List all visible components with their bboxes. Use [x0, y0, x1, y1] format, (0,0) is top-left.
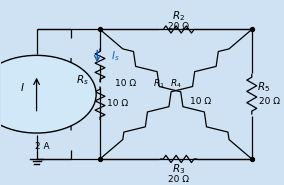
Text: $I$: $I$ [20, 81, 25, 93]
Text: 10 Ω: 10 Ω [107, 99, 128, 108]
Text: $R_1$: $R_1$ [153, 77, 165, 90]
Text: 2 A: 2 A [35, 142, 49, 151]
Text: $R_5$: $R_5$ [257, 80, 270, 94]
Text: 10 Ω: 10 Ω [190, 97, 211, 106]
Circle shape [0, 55, 96, 133]
Text: $R_3$: $R_3$ [172, 162, 185, 176]
Text: 10 Ω: 10 Ω [115, 79, 136, 88]
Text: $R_4$: $R_4$ [170, 77, 182, 90]
Text: 20 Ω: 20 Ω [259, 97, 280, 106]
Text: 20 Ω: 20 Ω [168, 175, 189, 184]
Text: 20 Ω: 20 Ω [168, 22, 189, 31]
Text: $R_2$: $R_2$ [172, 9, 185, 23]
Text: $I_s$: $I_s$ [111, 50, 120, 63]
Text: $R_s$: $R_s$ [76, 73, 89, 87]
